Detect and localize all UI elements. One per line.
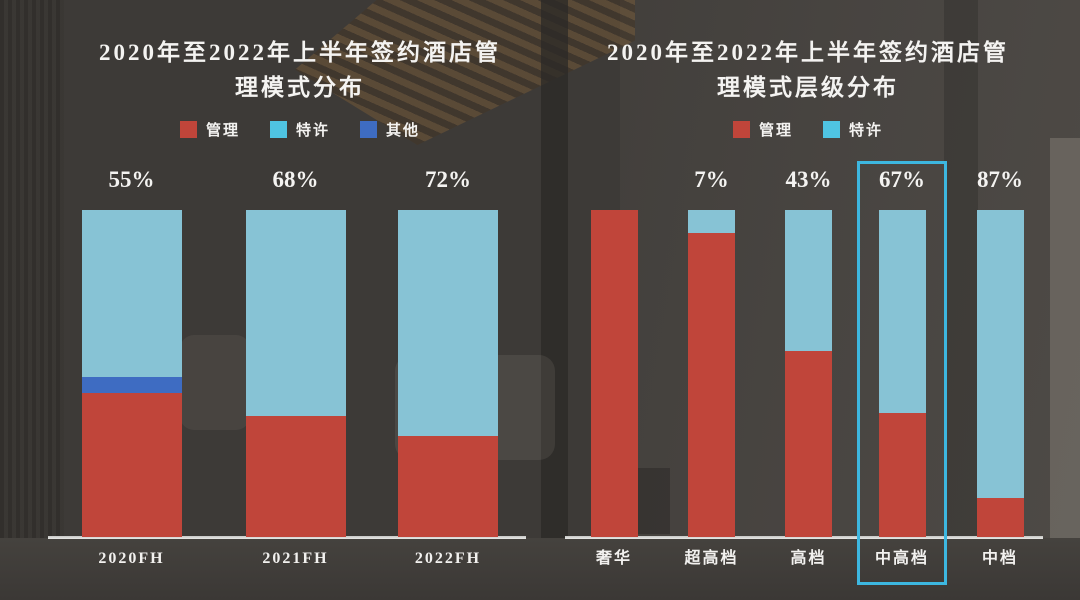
legend-swatch-icon xyxy=(360,120,377,138)
bar-高档 xyxy=(785,210,832,537)
left-chart-title: 2020年至2022年上半年签约酒店管 理模式分布 xyxy=(60,36,540,105)
bar-value-label: 68% xyxy=(272,167,319,192)
legend-swatch-icon xyxy=(179,120,197,138)
category-label-中高档: 中高档 xyxy=(874,550,929,567)
segment-特许 xyxy=(976,210,1024,498)
bar-奢华 xyxy=(590,210,638,537)
bar-value-label: 43% xyxy=(785,167,832,192)
bar-value-label: 55% xyxy=(108,167,155,192)
legend-label: 管理 xyxy=(758,122,793,139)
right-chart-title-line2: 理模式层级分布 xyxy=(717,74,899,100)
segment-特许 xyxy=(81,210,182,377)
category-label-超高档: 超高档 xyxy=(684,550,739,567)
bar-2020FH xyxy=(81,210,182,537)
left-chart-x-axis-line xyxy=(48,536,526,539)
background-window-strip xyxy=(1050,138,1080,545)
category-label-2022FH: 2022FH xyxy=(414,550,482,567)
category-label-高档: 高档 xyxy=(790,550,827,567)
bar-2022FH xyxy=(398,210,498,537)
segment-管理 xyxy=(245,416,346,537)
legend-swatch-icon xyxy=(823,120,840,138)
segment-管理 xyxy=(976,497,1024,537)
bar-中档 xyxy=(976,210,1024,537)
right-chart-x-axis-line xyxy=(565,536,1043,539)
legend-label: 其他 xyxy=(386,122,421,139)
legend-item-管理: 管理 xyxy=(179,119,240,140)
bar-2021FH xyxy=(245,210,346,537)
left-chart-legend: 管理 特许 其他 xyxy=(60,119,540,140)
legend-item-特许: 特许 xyxy=(269,119,330,140)
segment-特许 xyxy=(688,210,735,233)
background-furniture xyxy=(180,335,250,430)
legend-label: 特许 xyxy=(295,122,330,139)
right-chart-legend: 管理 特许 xyxy=(575,119,1041,140)
bar-value-label: 7% xyxy=(694,167,729,192)
bar-中高档 xyxy=(878,210,926,537)
legend-swatch-icon xyxy=(269,120,287,138)
category-label-奢华: 奢华 xyxy=(595,550,632,567)
category-label-2020FH: 2020FH xyxy=(98,550,165,567)
segment-管理 xyxy=(398,435,498,537)
segment-管理 xyxy=(590,210,638,537)
left-chart-title-line1: 2020年至2022年上半年签约酒店管 xyxy=(99,40,501,65)
segment-特许 xyxy=(398,210,498,436)
segment-特许 xyxy=(878,210,926,413)
bar-value-label: 72% xyxy=(425,167,471,192)
left-chart-title-line2: 理模式分布 xyxy=(235,74,365,100)
legend-item-其他: 其他 xyxy=(360,119,420,140)
legend-label: 管理 xyxy=(205,122,240,139)
category-label-2021FH: 2021FH xyxy=(262,550,329,567)
right-chart-title: 2020年至2022年上半年签约酒店管 理模式层级分布 xyxy=(575,36,1041,105)
segment-特许 xyxy=(785,210,832,351)
segment-管理 xyxy=(878,412,926,537)
legend-item-特许: 特许 xyxy=(823,119,883,140)
legend-swatch-icon xyxy=(732,120,750,138)
background-pillar xyxy=(541,0,568,600)
highlight-box-mid-upscale xyxy=(857,161,947,585)
segment-管理 xyxy=(688,232,735,537)
segment-管理 xyxy=(785,350,832,537)
bar-超高档 xyxy=(688,210,735,537)
category-label-中档: 中档 xyxy=(981,550,1018,567)
segment-其他 xyxy=(81,376,182,394)
bar-value-label: 87% xyxy=(977,167,1023,192)
legend-item-管理: 管理 xyxy=(732,119,793,140)
right-chart-title-line1: 2020年至2022年上半年签约酒店管 xyxy=(607,40,1009,65)
background-slat-wall xyxy=(0,0,64,545)
legend-label: 特许 xyxy=(849,122,884,139)
segment-管理 xyxy=(81,393,182,537)
bar-value-label: 67% xyxy=(879,167,925,192)
segment-特许 xyxy=(245,210,346,417)
